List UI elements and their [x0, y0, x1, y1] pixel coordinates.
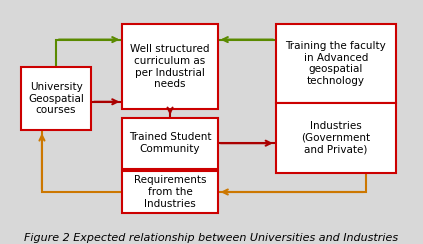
Text: University
Geospatial
courses: University Geospatial courses: [28, 82, 84, 115]
Text: Training the faculty
in Advanced
geospatial
technology: Training the faculty in Advanced geospat…: [286, 41, 386, 86]
Text: Requirements
from the
Industries: Requirements from the Industries: [134, 175, 206, 209]
FancyBboxPatch shape: [122, 24, 218, 109]
FancyBboxPatch shape: [276, 24, 396, 103]
Text: Industries
(Government
and Private): Industries (Government and Private): [301, 121, 371, 154]
FancyBboxPatch shape: [122, 118, 218, 169]
Text: Well structured
curriculum as
per Industrial
needs: Well structured curriculum as per Indust…: [130, 44, 210, 89]
FancyBboxPatch shape: [122, 171, 218, 213]
Text: Figure 2 Expected relationship between Universities and Industries: Figure 2 Expected relationship between U…: [25, 233, 398, 243]
FancyBboxPatch shape: [21, 67, 91, 131]
Text: Trained Student
Community: Trained Student Community: [129, 132, 212, 154]
FancyBboxPatch shape: [276, 103, 396, 173]
